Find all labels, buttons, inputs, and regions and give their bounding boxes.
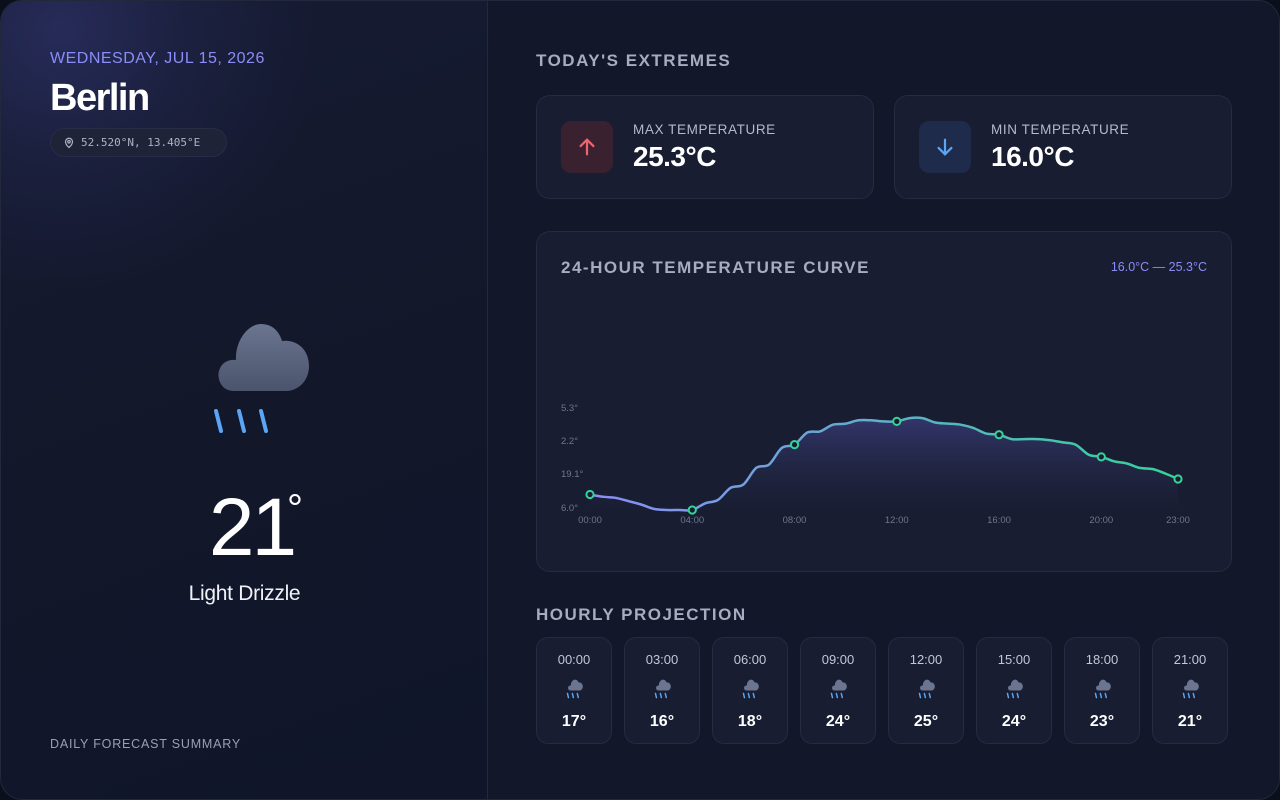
hourly-time: 00:00 bbox=[557, 652, 591, 667]
max-temperature-label: MAX TEMPERATURE bbox=[633, 122, 776, 137]
temperature-value: 21 bbox=[208, 482, 297, 573]
arrow-down-icon bbox=[919, 121, 971, 173]
hourly-item: 09:00 24° bbox=[800, 637, 876, 744]
cloud-rain-icon bbox=[214, 324, 309, 433]
temperature-line-chart: 5.3° 2.2° 19.1° 6.0°00:00 04:00 08:00 12:00 16:… bbox=[561, 403, 1190, 526]
x-tick-label: 12:00 bbox=[885, 515, 909, 526]
hourly-temperature: 16° bbox=[649, 713, 675, 730]
chart-data-point[interactable] bbox=[687, 505, 697, 515]
coordinates-text: 52.520°N, 13.405°E bbox=[81, 136, 201, 149]
hourly-temperature: 17° bbox=[561, 713, 587, 730]
hourly-temperature: 25° bbox=[913, 713, 939, 730]
max-temperature-card: MAX TEMPERATURE 25.3°C bbox=[536, 95, 874, 199]
x-tick-label: 08:00 bbox=[783, 515, 807, 526]
hourly-temperature: 24° bbox=[825, 713, 851, 730]
hourly-time: 15:00 bbox=[997, 652, 1031, 667]
chart-data-point[interactable] bbox=[585, 489, 595, 500]
hourly-item: 18:00 23° bbox=[1064, 637, 1140, 744]
y-tick-label: 2.2° bbox=[561, 436, 578, 447]
hourly-title: HOURLY PROJECTION bbox=[536, 605, 747, 624]
hourly-time: 12:00 bbox=[909, 652, 943, 667]
hourly-time: 03:00 bbox=[645, 652, 679, 667]
arrow-up-icon bbox=[561, 121, 613, 173]
chart-data-point[interactable] bbox=[789, 440, 800, 450]
y-tick-label: 19.1° bbox=[561, 469, 583, 480]
min-temperature-card: MIN TEMPERATURE 16.0°C bbox=[894, 95, 1232, 199]
hourly-item: 12:00 25° bbox=[888, 637, 964, 744]
degree-symbol: ° bbox=[287, 487, 303, 531]
hourly-time: 21:00 bbox=[1173, 652, 1207, 667]
coordinates-badge: 52.520°N, 13.405°E bbox=[50, 128, 227, 157]
chart-data-point[interactable] bbox=[892, 416, 902, 426]
current-temperature: 21 ° bbox=[1, 481, 488, 575]
y-tick-label: 5.3° bbox=[561, 403, 578, 414]
city-name: Berlin bbox=[50, 77, 150, 119]
cloud-rain-icon bbox=[1006, 679, 1023, 699]
cloud-rain-icon bbox=[918, 679, 935, 699]
x-tick-label: 00:00 bbox=[578, 515, 602, 526]
x-tick-label: 16:00 bbox=[987, 515, 1011, 526]
x-tick-label: 04:00 bbox=[680, 515, 704, 526]
hourly-temperature: 18° bbox=[737, 713, 763, 730]
max-temperature-value: 25.3°C bbox=[633, 141, 716, 172]
cloud-rain-icon bbox=[1182, 679, 1199, 699]
cloud-rain-icon bbox=[830, 679, 847, 699]
x-tick-label: 20:00 bbox=[1089, 515, 1113, 526]
hourly-item: 00:00 17° bbox=[536, 637, 612, 744]
forecast-summary-label: DAILY FORECAST SUMMARY bbox=[50, 737, 242, 751]
cloud-rain-icon bbox=[742, 679, 759, 699]
x-tick-label: 23:00 bbox=[1166, 515, 1190, 526]
y-tick-label: 6.0° bbox=[561, 503, 578, 514]
hourly-temperature: 23° bbox=[1089, 713, 1115, 730]
cloud-rain-icon bbox=[566, 679, 583, 699]
chart-area bbox=[590, 417, 1178, 511]
cloud-rain-icon bbox=[1094, 679, 1111, 699]
chart-data-point[interactable] bbox=[1173, 474, 1183, 484]
chart-range: 16.0°C — 25.3°C bbox=[1110, 260, 1207, 274]
hourly-item: 21:00 21° bbox=[1152, 637, 1228, 744]
hourly-time: 06:00 bbox=[733, 652, 767, 667]
current-weather-panel: WEDNESDAY, JUL 15, 2026 Berlin 52.520°N,… bbox=[1, 1, 488, 799]
hourly-item: 15:00 24° bbox=[976, 637, 1052, 744]
hourly-item: 03:00 16° bbox=[624, 637, 700, 744]
hourly-item: 06:00 18° bbox=[712, 637, 788, 744]
min-temperature-value: 16.0°C bbox=[991, 141, 1074, 172]
hourly-temperature: 24° bbox=[1001, 713, 1027, 730]
current-date: WEDNESDAY, JUL 15, 2026 bbox=[50, 50, 265, 67]
min-temperature-label: MIN TEMPERATURE bbox=[991, 122, 1130, 137]
hourly-time: 18:00 bbox=[1085, 652, 1119, 667]
hourly-temperature: 21° bbox=[1177, 713, 1203, 730]
chart-title: 24-HOUR TEMPERATURE CURVE bbox=[561, 258, 870, 277]
temperature-chart-card: 24-HOUR TEMPERATURE CURVE 16.0°C — 25.3°… bbox=[536, 231, 1232, 572]
weather-condition: Light Drizzle bbox=[188, 582, 301, 605]
chart-data-point[interactable] bbox=[1096, 452, 1106, 462]
hourly-time: 09:00 bbox=[821, 652, 855, 667]
cloud-rain-icon bbox=[654, 679, 671, 699]
location-pin-icon bbox=[64, 137, 74, 148]
extremes-title: TODAY'S EXTREMES bbox=[536, 51, 732, 70]
forecast-details-panel: TODAY'S EXTREMES MAX TEMPERATURE 25.3°C … bbox=[489, 1, 1279, 799]
chart-data-point[interactable] bbox=[994, 430, 1004, 440]
